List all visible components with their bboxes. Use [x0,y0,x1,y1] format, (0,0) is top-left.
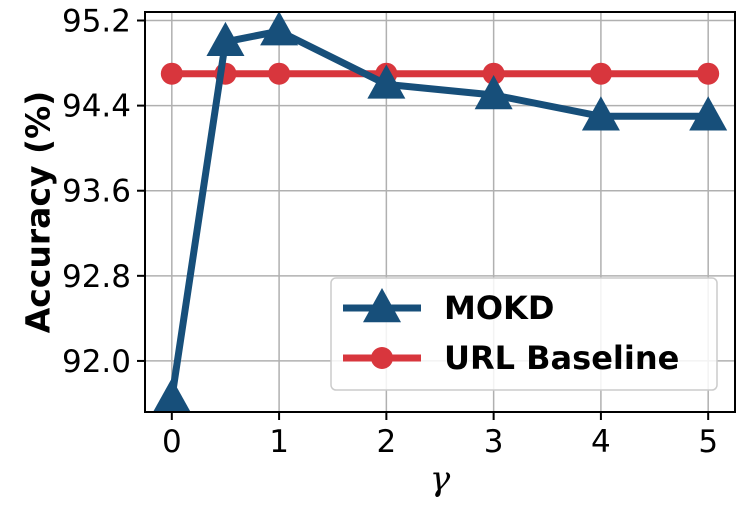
legend-marker [363,288,401,323]
data-point-marker [689,96,728,131]
legend-marker [371,347,393,369]
x-tick-label: 0 [162,424,182,460]
data-point-marker [260,11,299,46]
y-tick-label: 94.4 [62,89,131,125]
data-point-marker [160,62,183,85]
data-point-marker [482,62,505,85]
data-point-marker [268,62,291,85]
y-tick-label: 95.2 [62,4,131,40]
data-point-marker [474,75,513,110]
x-tick-label: 3 [484,424,504,460]
y-tick-label: 92.8 [62,259,131,295]
plot-frame [144,11,736,413]
x-axis-label: γ [430,459,451,499]
data-point-marker [589,62,612,85]
data-point-marker [152,378,191,413]
legend-label: MOKD [444,289,554,327]
legend: MOKD URL Baseline [330,277,718,391]
data-point-marker [367,64,406,99]
legend-item: URL Baseline [343,339,679,377]
x-tick-label: 5 [698,424,718,460]
series-url-baseline [160,62,720,85]
y-tick-label: 92.0 [62,344,131,380]
y-axis-label: Accuracy (%) [19,91,58,334]
data-point-marker [206,21,245,57]
y-axis-ticks: 92.0 92.8 93.6 94.4 95.2 [62,4,145,380]
series-layer [152,11,728,413]
x-tick-label: 1 [269,424,289,460]
x-axis-ticks: 0 1 2 3 4 5 [162,412,718,460]
y-tick-label: 93.6 [62,174,131,210]
data-point-marker [697,62,720,85]
series-mokd [152,11,728,413]
x-tick-label: 2 [376,424,396,460]
legend-label: URL Baseline [444,339,679,377]
data-point-marker [581,96,620,131]
x-tick-label: 4 [591,424,611,460]
legend-item: MOKD [343,288,554,327]
legend-box [330,277,718,391]
